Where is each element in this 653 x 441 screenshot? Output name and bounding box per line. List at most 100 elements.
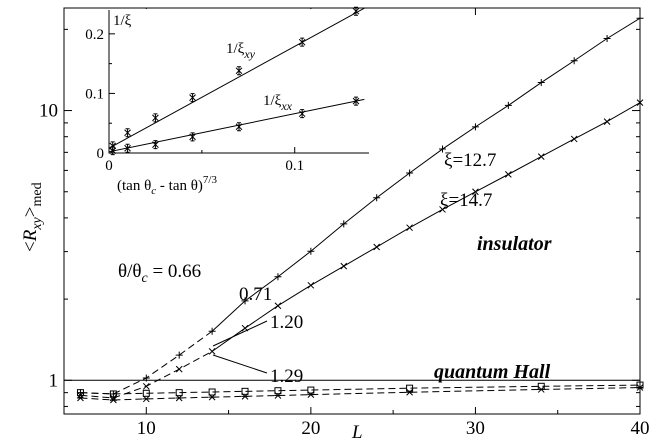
- data-point: [373, 194, 381, 202]
- data-point: [274, 392, 282, 399]
- inset-fit-line-0: [108, 7, 365, 149]
- inset-x-axis-label: (tan θc - tan θ)7/3: [117, 174, 217, 197]
- pointer-129: [212, 354, 268, 374]
- data-point: [373, 243, 381, 251]
- label-120: 1.20: [270, 312, 303, 333]
- y-tick-label: 10: [39, 101, 58, 122]
- y-tick-label: 1: [49, 370, 59, 391]
- inset-plot: 0 0.1 0 0.1 0.2 1/ξ (tan θc - tan θ)7/3 1/ξx…: [85, 6, 370, 197]
- main-frame: [63, 7, 641, 415]
- data-point: [406, 224, 413, 232]
- label-xi-12-7: ξ=12.7: [444, 150, 496, 171]
- main-plot: 10 20 30 40 1 10 L <Rxy>med ξ=12.7 ξ=14.7 ins…: [20, 7, 650, 441]
- data-point: [307, 247, 315, 255]
- data-point: [406, 384, 414, 392]
- data-point: [76, 394, 84, 402]
- label-quantum-hall: quantum Hall: [434, 361, 551, 383]
- label-insulator: insulator: [477, 233, 552, 255]
- inset-data-point: [352, 96, 360, 106]
- data-point: [603, 34, 611, 42]
- data-point: [241, 387, 249, 395]
- series-0-fit-line: [211, 17, 641, 332]
- main-series: [76, 14, 644, 404]
- data-point: [109, 390, 117, 398]
- data-point: [142, 389, 150, 397]
- data-point: [636, 384, 644, 391]
- x-tick-label: 30: [466, 418, 485, 439]
- data-point: [406, 388, 414, 396]
- data-point: [175, 394, 183, 402]
- inset-data-point: [298, 37, 306, 47]
- data-point: [340, 262, 348, 270]
- inset-data-point: [298, 109, 306, 119]
- data-point: [109, 396, 117, 404]
- inset-y-tick-label: 0.1: [85, 86, 104, 102]
- inset-y-axis-label: 1/ξ: [113, 13, 132, 29]
- data-point: [274, 302, 282, 310]
- inset-data-point: [352, 6, 360, 16]
- pointer-120: [212, 320, 268, 347]
- series-0-dashed-line: [80, 330, 213, 395]
- x-axis-label: L: [351, 422, 363, 441]
- inset-data-point: [189, 132, 196, 142]
- data-point: [208, 327, 216, 335]
- data-point: [307, 391, 315, 398]
- data-point: [406, 169, 414, 177]
- inset-series: [108, 6, 365, 156]
- data-point: [307, 386, 315, 394]
- main-ticks: 10 20 30 40 1 10: [39, 8, 650, 439]
- data-point: [274, 273, 282, 281]
- data-point: [603, 118, 611, 125]
- x-tick-label: 20: [301, 418, 320, 439]
- data-point: [570, 57, 578, 65]
- inset-x-tick-label: 0.1: [285, 158, 304, 174]
- data-point: [439, 145, 447, 153]
- label-xi-14-7: ξ=14.7: [440, 190, 492, 211]
- data-point: [208, 388, 216, 396]
- inset-data-point: [109, 146, 117, 156]
- y-axis-label: <Rxy>med: [20, 182, 45, 252]
- inset-label-xi-xx: 1/ξxx: [263, 93, 293, 113]
- data-point: [208, 348, 216, 355]
- inset-y-tick-label: 0: [97, 146, 105, 162]
- label-theta-066: θ/θc = 0.66: [118, 261, 201, 286]
- data-point: [636, 99, 644, 106]
- data-point: [175, 351, 183, 359]
- inset-ticks: 0 0.1 0 0.1 0.2: [85, 27, 304, 174]
- inset-data-point: [152, 113, 159, 123]
- inset-data-point: [124, 143, 131, 153]
- data-point: [504, 101, 512, 109]
- data-point: [208, 393, 216, 401]
- inset-y-tick-label: 0.2: [85, 27, 104, 43]
- data-point: [504, 171, 512, 178]
- data-point: [142, 374, 150, 382]
- data-point: [636, 14, 644, 22]
- data-point: [241, 297, 249, 305]
- data-point: [175, 389, 183, 397]
- inset-background: [108, 9, 370, 153]
- data-point: [537, 386, 545, 393]
- inset-data-point: [235, 122, 243, 132]
- inset-fit-line-1: [108, 98, 365, 153]
- data-point: [175, 365, 183, 373]
- label-129: 1.29: [270, 366, 303, 387]
- data-point: [471, 123, 479, 131]
- data-point: [439, 206, 446, 213]
- inset-data-point: [235, 66, 243, 76]
- data-point: [142, 395, 150, 403]
- data-point: [472, 188, 479, 196]
- data-point: [340, 220, 348, 228]
- inset-data-point: [189, 93, 196, 103]
- x-tick-label: 40: [631, 418, 650, 439]
- data-point: [307, 281, 315, 289]
- inset-label-xi-xy: 1/ξxy: [226, 41, 256, 61]
- series-1-fit-line: [211, 102, 641, 352]
- data-point: [142, 382, 150, 390]
- inset-data-point: [124, 128, 131, 138]
- inset-x-tick-label: 0: [105, 158, 113, 174]
- inset-data-point: [152, 140, 159, 150]
- data-point: [570, 135, 578, 143]
- data-point: [537, 79, 545, 87]
- data-point: [76, 389, 84, 397]
